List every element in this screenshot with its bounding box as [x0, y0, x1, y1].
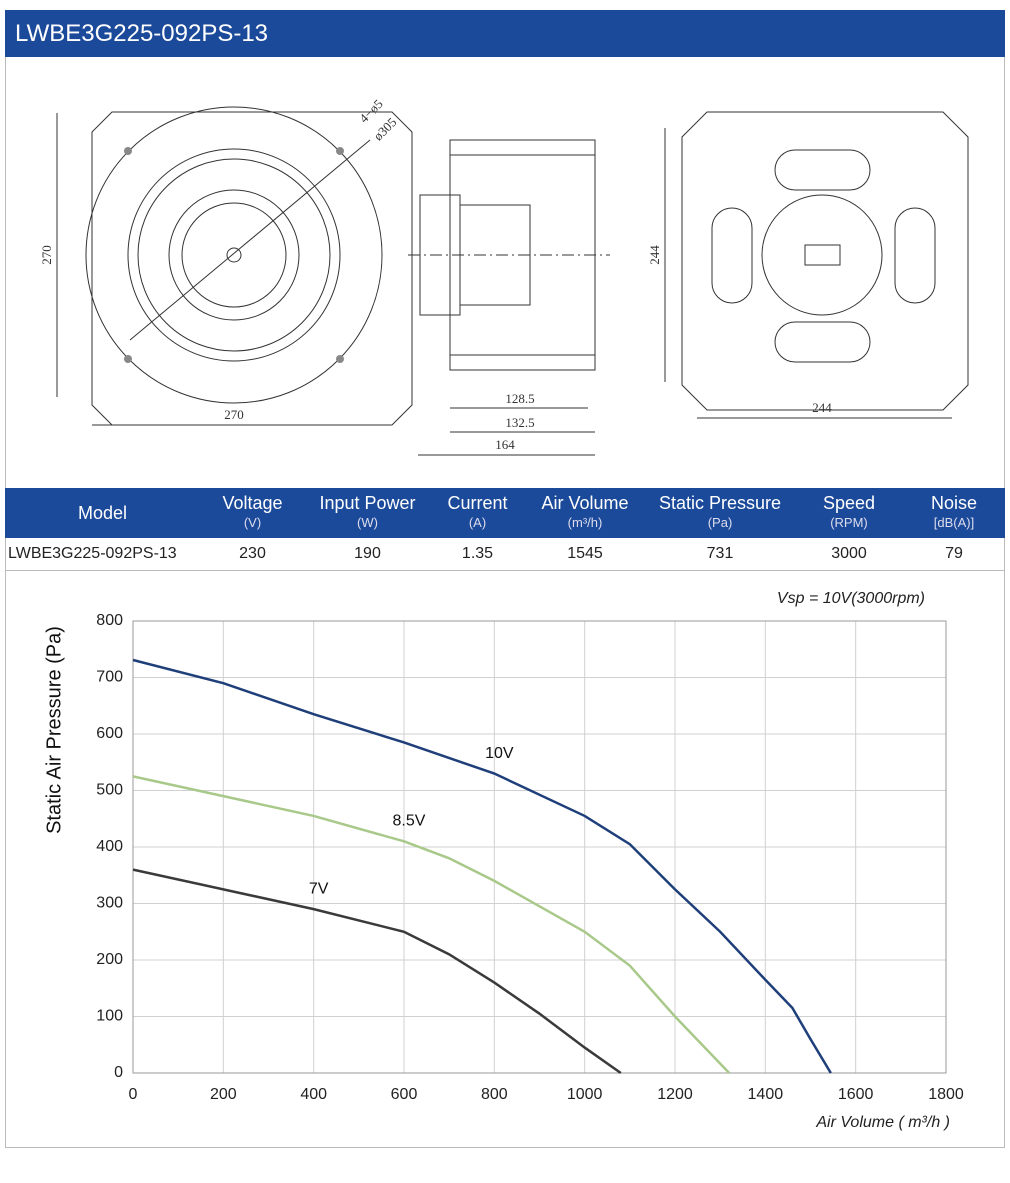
curve-label: 8.5V	[393, 813, 426, 830]
column-name: Input Power	[319, 493, 416, 513]
holes	[124, 147, 344, 363]
x-tick-label: 200	[210, 1086, 237, 1103]
hub	[181, 202, 287, 308]
y-axis-label: Static Air Pressure (Pa)	[43, 626, 65, 834]
table-row: LWBE3G225-092PS-13 230 190 1.35 1545 731…	[5, 538, 1005, 571]
column-unit: (A)	[468, 515, 487, 530]
column-header: Input Power (W)	[305, 488, 430, 538]
dim-label: ø305	[370, 114, 399, 143]
ring	[137, 158, 331, 352]
column-header: Voltage (V)	[200, 488, 305, 538]
y-tick-label: 200	[96, 951, 123, 968]
cell: 1545	[525, 538, 645, 571]
column-unit: (m³/h)	[567, 515, 603, 530]
header: LWBE3G225-092PS-13	[5, 10, 1005, 57]
column-header: Speed (RPM)	[795, 488, 903, 538]
column-name: Current	[447, 493, 508, 513]
y-tick-label: 700	[96, 669, 123, 686]
y-tick-label: 600	[96, 725, 123, 742]
x-tick-label: 0	[129, 1086, 138, 1103]
shaft	[226, 247, 242, 263]
y-tick-label: 800	[96, 612, 123, 629]
y-tick-label: 500	[96, 782, 123, 799]
plate	[681, 111, 969, 411]
x-tick-label: 400	[300, 1086, 327, 1103]
y-tick-label: 100	[96, 1008, 123, 1025]
frame	[5, 57, 1005, 1148]
column-unit: (W)	[357, 515, 378, 530]
curve	[132, 868, 622, 1075]
column-name: Static Pressure	[658, 493, 782, 513]
plate	[91, 111, 413, 426]
column-header: Current (A)	[430, 488, 525, 538]
dim-label: 270	[224, 407, 244, 422]
column-unit: (RPM)	[830, 515, 868, 530]
slot	[774, 149, 871, 191]
cell: 230	[200, 538, 305, 571]
column-header: Model	[5, 488, 200, 538]
y-tick-label: 0	[114, 1064, 123, 1081]
x-tick-label: 1200	[657, 1086, 693, 1103]
column-name: Voltage	[222, 493, 283, 513]
x-tick-label: 1400	[748, 1086, 784, 1103]
spec-table: Model Voltage (V) Input Power (W) Current (…	[5, 488, 1005, 571]
column-name: Speed	[822, 493, 876, 513]
dim-label: 244	[647, 245, 662, 265]
column-unit: [dB(A)]	[933, 515, 975, 530]
cell: 1.35	[430, 538, 525, 571]
cell: 3000	[795, 538, 903, 571]
curve	[132, 658, 832, 1074]
title: LWBE3G225-092PS-13	[15, 20, 269, 47]
cell: 731	[645, 538, 795, 571]
column-name: Air Volume	[541, 493, 629, 513]
column-header: Static Pressure (Pa)	[645, 488, 795, 538]
dim-label: 244	[812, 400, 832, 415]
outline	[85, 106, 383, 404]
y-tick-label: 300	[96, 895, 123, 912]
curve	[132, 775, 731, 1074]
ring	[127, 148, 341, 362]
column-unit: (V)	[243, 515, 262, 530]
label-plate	[804, 244, 841, 266]
column-header: Noise [dB(A)]	[903, 488, 1005, 538]
x-tick-label: 1600	[838, 1086, 874, 1103]
x-tick-label: 600	[391, 1086, 418, 1103]
column-header: Air Volume (m³/h)	[525, 488, 645, 538]
x-tick-label: 800	[481, 1086, 508, 1103]
x-axis-label: Air Volume ( m³/h )	[815, 1114, 950, 1131]
dim-label: 270	[39, 245, 54, 265]
cell: 79	[903, 538, 1005, 571]
drawing: 4−ø5 ø305 270 270 128.5 132.5 164 244 24…	[39, 96, 969, 456]
x-tick-label: 1800	[928, 1086, 964, 1103]
column-name: Model	[77, 502, 128, 523]
column-unit: (Pa)	[707, 515, 733, 530]
chart: Vsp = 10V(3000rpm) Air Volume ( m³/h ) S…	[43, 590, 964, 1131]
impeller	[168, 189, 300, 321]
dim-label: 132.5	[505, 415, 534, 430]
chart-subtitle: Vsp = 10V(3000rpm)	[777, 590, 925, 607]
table-header: Model Voltage (V) Input Power (W) Current (…	[5, 488, 1005, 538]
cell: 190	[305, 538, 430, 571]
cell: LWBE3G225-092PS-13	[5, 538, 200, 571]
x-tick-label: 1000	[567, 1086, 603, 1103]
dim-label: 164	[495, 437, 515, 452]
column-name: Noise	[930, 493, 978, 513]
plot-border	[132, 620, 947, 1074]
slot	[894, 207, 936, 304]
dim-line	[129, 139, 371, 341]
y-tick-label: 400	[96, 838, 123, 855]
slot	[711, 207, 753, 304]
motor-back	[761, 194, 883, 316]
slot	[774, 321, 871, 363]
curve-label: 7V	[309, 880, 329, 897]
dim-label: 128.5	[505, 391, 534, 406]
curve-label: 10V	[485, 745, 514, 762]
